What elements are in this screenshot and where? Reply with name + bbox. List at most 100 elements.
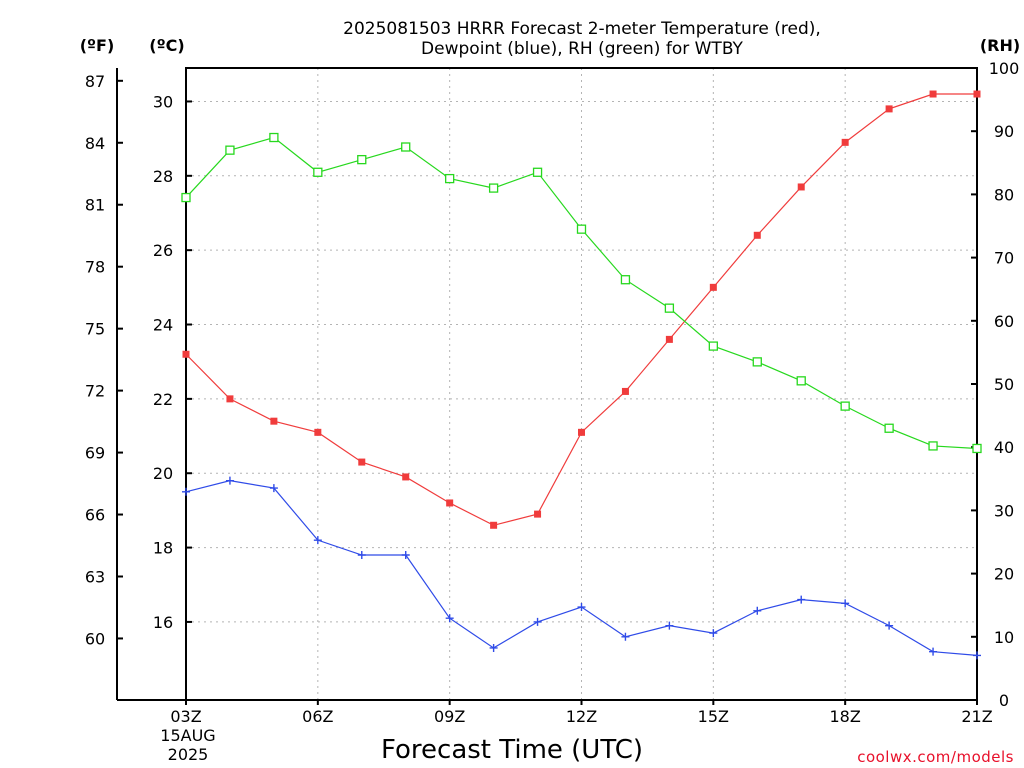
fahrenheit-tick-label: 66 <box>85 506 105 525</box>
celsius-tick-label: 26 <box>153 241 173 260</box>
temperature-point <box>709 283 717 291</box>
rh-tick-label: 0 <box>999 691 1009 710</box>
rh-point <box>752 357 762 367</box>
celsius-tick-label: 24 <box>153 316 173 335</box>
fahrenheit-tick-label: 87 <box>85 72 105 91</box>
dewpoint-point <box>797 595 806 604</box>
temperature-point <box>973 90 981 98</box>
x-tick-label: 03Z <box>170 707 201 726</box>
temperature-point <box>358 458 366 466</box>
temperature-point <box>446 499 454 507</box>
dewpoint-point <box>182 487 190 496</box>
rh-point <box>620 275 631 285</box>
rh-tick-label: 40 <box>994 438 1014 457</box>
rh-point <box>269 132 279 143</box>
fahrenheit-tick-label: 78 <box>85 258 105 277</box>
data-series <box>181 90 982 660</box>
fahrenheit-tick-label: 75 <box>85 320 105 339</box>
dewpoint-point <box>665 621 674 630</box>
rh-point <box>445 173 455 184</box>
dewpoint-point <box>313 536 322 545</box>
fahrenheit-tick-label: 84 <box>85 134 105 153</box>
rh-point <box>532 167 543 177</box>
celsius-tick-label: 28 <box>153 167 173 186</box>
celsius-tick-label: 16 <box>153 613 173 632</box>
dewpoint-point <box>401 551 410 560</box>
temperature-point <box>534 510 542 518</box>
x-year-label: 2025 <box>168 745 209 764</box>
temperature-point <box>753 231 761 239</box>
rh-tick-label: 20 <box>994 565 1014 584</box>
dewpoint-point <box>885 621 894 630</box>
x-tick-label: 15Z <box>698 707 729 726</box>
rh-point <box>401 142 411 152</box>
rh-point <box>884 423 894 433</box>
celsius-tick-label: 20 <box>153 464 173 483</box>
temperature-series <box>182 90 981 529</box>
celsius-tick-label: 30 <box>153 92 173 111</box>
rh-point <box>488 183 499 193</box>
fahrenheit-tick-label: 63 <box>85 567 105 586</box>
dewpoint-point <box>489 643 498 652</box>
celsius-tick-label: 18 <box>153 539 173 558</box>
rh-point <box>972 443 982 454</box>
x-axis-label: Forecast Time (UTC) <box>381 735 643 765</box>
rh-tick-label: 80 <box>994 185 1014 204</box>
tick-labels: 60 63 66 69 72 75 78 81 84 87 16 18 20 22 24 26 28 30 0 10 2… <box>85 59 1019 726</box>
rh-tick-label: 10 <box>994 628 1014 647</box>
rh-point <box>313 167 323 177</box>
axes <box>116 67 978 705</box>
fahrenheit-tick-label: 60 <box>85 629 105 648</box>
temperature-point <box>182 350 190 358</box>
temperature-point <box>841 138 849 146</box>
rh-tick-label: 70 <box>994 249 1014 268</box>
x-tick-label: 09Z <box>434 707 465 726</box>
celsius-unit-label: (ºC) <box>149 36 184 55</box>
rh-tick-label: 50 <box>994 375 1014 394</box>
x-date-label: 15AUG <box>160 726 215 745</box>
rh-point <box>576 224 587 234</box>
temperature-point <box>270 417 278 425</box>
temperature-point <box>621 387 629 395</box>
fahrenheit-unit-label: (ºF) <box>80 36 115 55</box>
chart-title-line1: 2025081503 HRRR Forecast 2-meter Tempera… <box>343 19 821 39</box>
temperature-point <box>797 183 805 191</box>
rh-point <box>708 341 718 351</box>
dewpoint-point <box>709 629 718 638</box>
dewpoint-series <box>182 476 981 660</box>
temperature-point <box>402 473 410 481</box>
dewpoint-point <box>357 551 366 560</box>
rh-tick-label: 100 <box>989 59 1020 78</box>
chart-title-line2: Dewpoint (blue), RH (green) for WTBY <box>421 39 744 59</box>
dewpoint-point <box>533 617 542 626</box>
fahrenheit-tick-label: 81 <box>85 196 105 215</box>
dewpoint-point <box>621 632 630 641</box>
rh-point <box>840 401 850 411</box>
x-tick-label: 18Z <box>830 707 861 726</box>
temperature-point <box>929 90 937 98</box>
rh-tick-label: 30 <box>994 501 1014 520</box>
dewpoint-point <box>577 603 586 612</box>
rh-line <box>185 136 978 450</box>
fahrenheit-tick-label: 69 <box>85 444 105 463</box>
rh-point <box>225 145 235 155</box>
x-tick-label: 21Z <box>961 707 992 726</box>
rh-unit-label: (RH) <box>980 36 1020 55</box>
dewpoint-point <box>841 599 850 608</box>
rh-tick-label: 60 <box>994 312 1014 331</box>
dewpoint-point <box>929 647 938 656</box>
rh-point <box>357 154 367 165</box>
temperature-point <box>885 105 893 113</box>
rh-point <box>664 303 675 313</box>
temperature-point <box>490 521 498 529</box>
dewpoint-point <box>225 476 234 485</box>
dewpoint-point <box>973 651 981 660</box>
rh-tick-label: 90 <box>994 122 1014 141</box>
temperature-point <box>314 428 322 436</box>
credit-text: coolwx.com/models <box>857 748 1014 766</box>
dewpoint-point <box>445 614 454 623</box>
fahrenheit-tick-label: 72 <box>85 382 105 401</box>
x-tick-label: 12Z <box>566 707 597 726</box>
temperature-point <box>578 428 585 436</box>
